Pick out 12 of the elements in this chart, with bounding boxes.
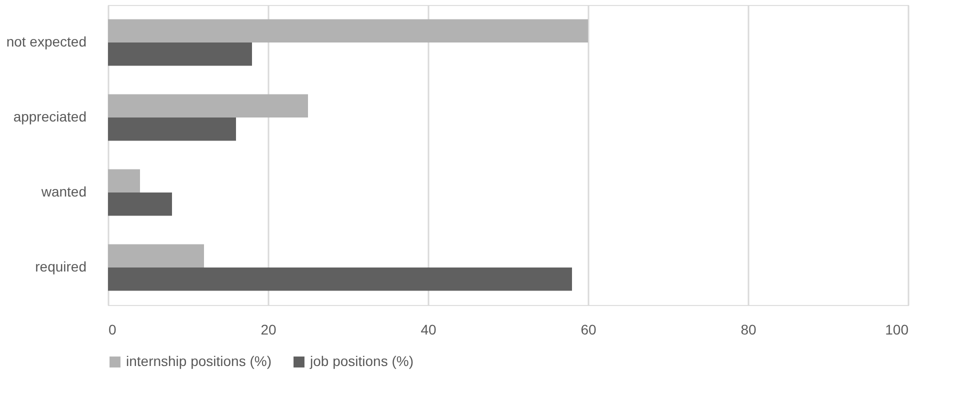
x-tick-label: 60 [580,322,596,338]
x-tick-label: 20 [260,322,276,338]
legend-label: job positions (%) [309,353,414,369]
y-tick-label: required [35,258,86,274]
x-tick-label: 0 [108,322,116,338]
y-tick-label: wanted [40,184,86,200]
x-tick-label: 100 [885,322,909,338]
y-tick-label: not expected [6,34,86,50]
y-tick-label: appreciated [13,108,86,124]
legend-label: internship positions (%) [126,353,272,369]
x-tick-label: 80 [740,322,756,338]
x-tick-label: 40 [420,322,436,338]
